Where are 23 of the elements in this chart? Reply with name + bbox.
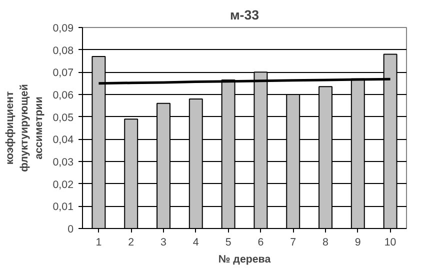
y-tick-label: 0,02 xyxy=(52,178,74,191)
x-tick-label: 3 xyxy=(160,236,167,248)
x-tick-label: 6 xyxy=(258,236,264,248)
y-tick-label: 0,05 xyxy=(52,112,74,124)
y-tick-label: 0,04 xyxy=(52,134,74,146)
y-tick-label: 0,07 xyxy=(52,67,74,80)
x-tick-label: 10 xyxy=(384,236,396,248)
y-tick-label: 0 xyxy=(68,224,74,236)
y-axis-title: коэффициент флуктуирующей ассиметрии xyxy=(4,84,45,172)
x-tick-label: 7 xyxy=(290,236,296,248)
x-tick-label: 4 xyxy=(192,236,199,248)
y-tick-label: 0,09 xyxy=(52,22,74,34)
x-tick-label: 8 xyxy=(322,236,329,248)
x-axis-title: № дерева xyxy=(218,254,271,266)
y-tick-label: 0,06 xyxy=(52,90,74,102)
x-tick-label: 5 xyxy=(225,236,232,248)
x-tick-label: 9 xyxy=(354,236,361,248)
y-tick-label: 0,01 xyxy=(52,201,74,214)
chart-title: м-33 xyxy=(230,8,260,22)
x-tick-label: 1 xyxy=(96,236,102,248)
y-tick-label: 0,03 xyxy=(52,156,74,168)
x-tick-label: 2 xyxy=(128,236,134,248)
y-tick-label: 0,08 xyxy=(52,44,74,57)
